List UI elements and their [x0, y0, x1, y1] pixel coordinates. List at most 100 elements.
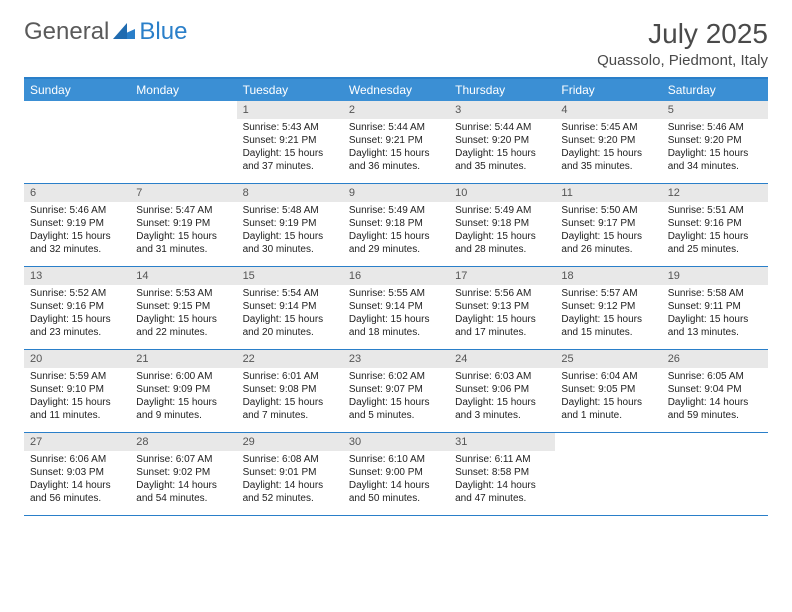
sunrise-text: Sunrise: 5:44 AM — [349, 121, 443, 134]
day-number: 30 — [343, 433, 449, 451]
day-body: Sunrise: 5:50 AMSunset: 9:17 PMDaylight:… — [555, 202, 661, 260]
daylight-text: Daylight: 15 hours and 26 minutes. — [561, 230, 655, 256]
sunrise-text: Sunrise: 6:02 AM — [349, 370, 443, 383]
day-body: Sunrise: 6:08 AMSunset: 9:01 PMDaylight:… — [237, 451, 343, 509]
sunset-text: Sunset: 9:02 PM — [136, 466, 230, 479]
day-body: Sunrise: 5:51 AMSunset: 9:16 PMDaylight:… — [662, 202, 768, 260]
day-number: 10 — [449, 184, 555, 202]
daylight-text: Daylight: 15 hours and 11 minutes. — [30, 396, 124, 422]
day-cell: 4Sunrise: 5:45 AMSunset: 9:20 PMDaylight… — [555, 101, 661, 183]
week-row: 20Sunrise: 5:59 AMSunset: 9:10 PMDayligh… — [24, 350, 768, 433]
daylight-text: Daylight: 15 hours and 23 minutes. — [30, 313, 124, 339]
sunset-text: Sunset: 9:19 PM — [136, 217, 230, 230]
day-body: Sunrise: 5:46 AMSunset: 9:19 PMDaylight:… — [24, 202, 130, 260]
daylight-text: Daylight: 15 hours and 29 minutes. — [349, 230, 443, 256]
weekday-header: Monday — [130, 79, 236, 101]
sunrise-text: Sunrise: 6:08 AM — [243, 453, 337, 466]
day-cell: 2Sunrise: 5:44 AMSunset: 9:21 PMDaylight… — [343, 101, 449, 183]
day-number: 12 — [662, 184, 768, 202]
day-number: 8 — [237, 184, 343, 202]
daylight-text: Daylight: 15 hours and 22 minutes. — [136, 313, 230, 339]
title-block: July 2025 Quassolo, Piedmont, Italy — [597, 18, 768, 69]
day-number — [555, 433, 661, 437]
sunset-text: Sunset: 9:18 PM — [455, 217, 549, 230]
sunrise-text: Sunrise: 6:10 AM — [349, 453, 443, 466]
sunrise-text: Sunrise: 5:50 AM — [561, 204, 655, 217]
logo-text-2: Blue — [139, 18, 187, 46]
day-cell: 18Sunrise: 5:57 AMSunset: 9:12 PMDayligh… — [555, 267, 661, 349]
day-cell: 15Sunrise: 5:54 AMSunset: 9:14 PMDayligh… — [237, 267, 343, 349]
sunset-text: Sunset: 9:12 PM — [561, 300, 655, 313]
daylight-text: Daylight: 14 hours and 59 minutes. — [668, 396, 762, 422]
day-number: 11 — [555, 184, 661, 202]
day-body: Sunrise: 6:06 AMSunset: 9:03 PMDaylight:… — [24, 451, 130, 509]
daylight-text: Daylight: 15 hours and 32 minutes. — [30, 230, 124, 256]
sunrise-text: Sunrise: 6:04 AM — [561, 370, 655, 383]
sunrise-text: Sunrise: 5:58 AM — [668, 287, 762, 300]
day-cell: 17Sunrise: 5:56 AMSunset: 9:13 PMDayligh… — [449, 267, 555, 349]
day-cell: 7Sunrise: 5:47 AMSunset: 9:19 PMDaylight… — [130, 184, 236, 266]
day-number: 14 — [130, 267, 236, 285]
day-body: Sunrise: 5:47 AMSunset: 9:19 PMDaylight:… — [130, 202, 236, 260]
sunrise-text: Sunrise: 6:07 AM — [136, 453, 230, 466]
sunrise-text: Sunrise: 5:49 AM — [455, 204, 549, 217]
day-number — [130, 101, 236, 105]
day-cell: 12Sunrise: 5:51 AMSunset: 9:16 PMDayligh… — [662, 184, 768, 266]
day-cell: 1Sunrise: 5:43 AMSunset: 9:21 PMDaylight… — [237, 101, 343, 183]
day-cell — [130, 101, 236, 183]
daylight-text: Daylight: 15 hours and 15 minutes. — [561, 313, 655, 339]
daylight-text: Daylight: 15 hours and 5 minutes. — [349, 396, 443, 422]
day-number: 5 — [662, 101, 768, 119]
day-body: Sunrise: 5:49 AMSunset: 9:18 PMDaylight:… — [449, 202, 555, 260]
day-number: 23 — [343, 350, 449, 368]
location: Quassolo, Piedmont, Italy — [597, 52, 768, 69]
day-cell — [555, 433, 661, 515]
day-cell: 27Sunrise: 6:06 AMSunset: 9:03 PMDayligh… — [24, 433, 130, 515]
day-body: Sunrise: 5:52 AMSunset: 9:16 PMDaylight:… — [24, 285, 130, 343]
daylight-text: Daylight: 15 hours and 34 minutes. — [668, 147, 762, 173]
sunset-text: Sunset: 9:07 PM — [349, 383, 443, 396]
day-number: 4 — [555, 101, 661, 119]
sunrise-text: Sunrise: 5:45 AM — [561, 121, 655, 134]
sunset-text: Sunset: 9:14 PM — [349, 300, 443, 313]
sunrise-text: Sunrise: 6:00 AM — [136, 370, 230, 383]
daylight-text: Daylight: 15 hours and 25 minutes. — [668, 230, 762, 256]
day-number: 13 — [24, 267, 130, 285]
day-number: 19 — [662, 267, 768, 285]
day-body: Sunrise: 5:48 AMSunset: 9:19 PMDaylight:… — [237, 202, 343, 260]
sunrise-text: Sunrise: 5:53 AM — [136, 287, 230, 300]
day-body: Sunrise: 6:10 AMSunset: 9:00 PMDaylight:… — [343, 451, 449, 509]
sunset-text: Sunset: 9:15 PM — [136, 300, 230, 313]
day-cell — [24, 101, 130, 183]
sunrise-text: Sunrise: 5:49 AM — [349, 204, 443, 217]
sunrise-text: Sunrise: 5:55 AM — [349, 287, 443, 300]
sunset-text: Sunset: 9:00 PM — [349, 466, 443, 479]
day-body: Sunrise: 6:04 AMSunset: 9:05 PMDaylight:… — [555, 368, 661, 426]
day-cell: 3Sunrise: 5:44 AMSunset: 9:20 PMDaylight… — [449, 101, 555, 183]
sunset-text: Sunset: 9:19 PM — [30, 217, 124, 230]
sunrise-text: Sunrise: 5:43 AM — [243, 121, 337, 134]
day-number: 22 — [237, 350, 343, 368]
daylight-text: Daylight: 15 hours and 7 minutes. — [243, 396, 337, 422]
day-number: 7 — [130, 184, 236, 202]
day-number: 17 — [449, 267, 555, 285]
day-number: 1 — [237, 101, 343, 119]
day-body: Sunrise: 6:03 AMSunset: 9:06 PMDaylight:… — [449, 368, 555, 426]
day-cell: 6Sunrise: 5:46 AMSunset: 9:19 PMDaylight… — [24, 184, 130, 266]
daylight-text: Daylight: 15 hours and 35 minutes. — [561, 147, 655, 173]
sunset-text: Sunset: 9:08 PM — [243, 383, 337, 396]
day-cell: 25Sunrise: 6:04 AMSunset: 9:05 PMDayligh… — [555, 350, 661, 432]
sunset-text: Sunset: 9:14 PM — [243, 300, 337, 313]
weekday-header: Tuesday — [237, 79, 343, 101]
day-body: Sunrise: 5:53 AMSunset: 9:15 PMDaylight:… — [130, 285, 236, 343]
sunrise-text: Sunrise: 5:54 AM — [243, 287, 337, 300]
daylight-text: Daylight: 14 hours and 47 minutes. — [455, 479, 549, 505]
day-body: Sunrise: 6:11 AMSunset: 8:58 PMDaylight:… — [449, 451, 555, 509]
sunset-text: Sunset: 9:16 PM — [30, 300, 124, 313]
logo-mark-icon — [113, 18, 135, 46]
day-cell: 26Sunrise: 6:05 AMSunset: 9:04 PMDayligh… — [662, 350, 768, 432]
sunrise-text: Sunrise: 5:44 AM — [455, 121, 549, 134]
day-body: Sunrise: 5:55 AMSunset: 9:14 PMDaylight:… — [343, 285, 449, 343]
day-cell: 10Sunrise: 5:49 AMSunset: 9:18 PMDayligh… — [449, 184, 555, 266]
sunset-text: Sunset: 9:06 PM — [455, 383, 549, 396]
